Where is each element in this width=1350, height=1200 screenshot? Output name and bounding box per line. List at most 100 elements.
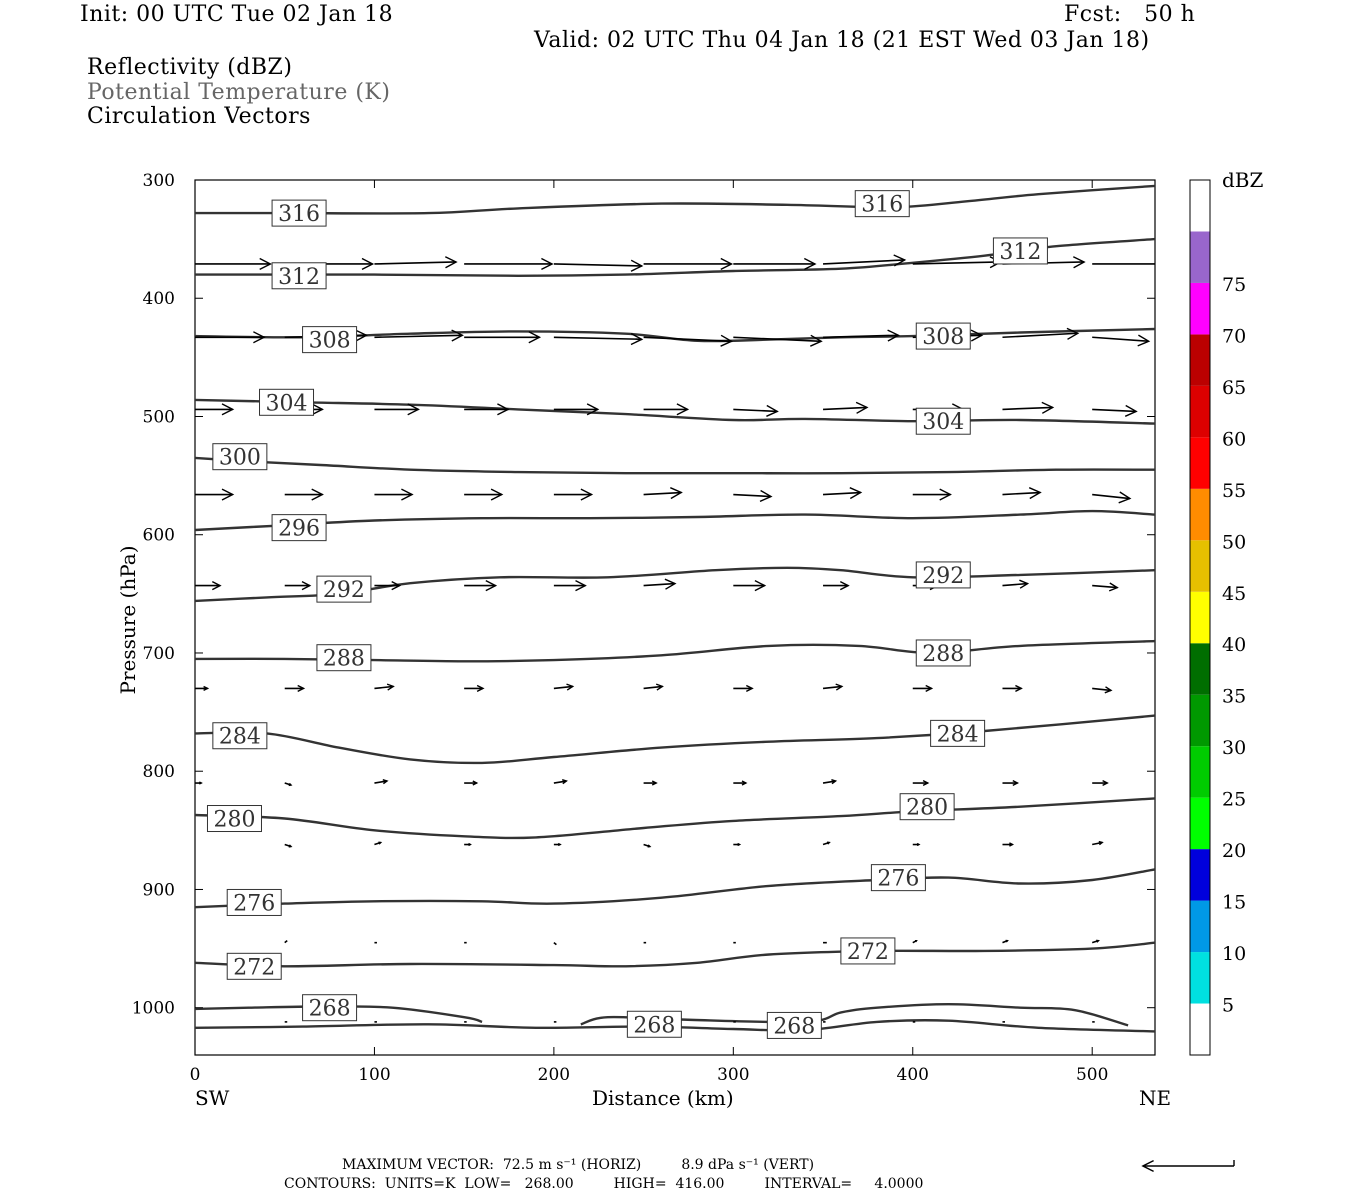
vector-head (198, 781, 203, 785)
vector-head (401, 488, 414, 501)
vector-head (1108, 582, 1119, 592)
vector-433-500 (1092, 334, 1151, 347)
vector-head (1141, 1159, 1154, 1173)
vector-shaft (1002, 406, 1053, 411)
contour-label-312: 312 (278, 265, 320, 290)
vector-566-350 (822, 487, 863, 500)
x-tick-label: 500 (1076, 1065, 1108, 1085)
theta-contour-280 (195, 797, 1155, 840)
field-potential-temperature: Potential Temperature (K) (87, 80, 391, 105)
vector-566-400 (912, 488, 952, 501)
vector-371-250 (643, 257, 734, 271)
vector-shaft (643, 491, 682, 496)
vector-shaft (733, 408, 778, 413)
colorbar-label-20: 20 (1222, 840, 1246, 862)
vector-head (203, 685, 210, 692)
vector-head (211, 580, 222, 591)
contour-label-box (271, 199, 327, 227)
vector-head (288, 782, 293, 787)
vector-566-200 (553, 488, 594, 501)
colorbar-segment (1190, 900, 1210, 953)
y-tick-label: 600 (143, 526, 175, 546)
x-left-label: SW (195, 1086, 230, 1110)
contour-label-box (206, 805, 262, 833)
vector-810-500 (1092, 779, 1109, 787)
vector-433-200 (553, 332, 644, 346)
colorbar-label-60: 60 (1222, 428, 1246, 450)
vector-head (468, 842, 472, 847)
vector-730-300 (733, 684, 754, 693)
init-time: Init: 00 UTC Tue 02 Jan 18 (80, 2, 394, 27)
vector-head (472, 780, 479, 786)
vector-494-200 (553, 403, 600, 416)
theta-contour-268 (195, 1019, 1155, 1033)
vector-862-300 (733, 842, 742, 847)
vector-shaft (822, 491, 861, 496)
x-right-label: NE (1139, 1086, 1172, 1110)
vector-945-50 (284, 940, 288, 944)
colorbar-units: dBZ (1222, 168, 1264, 192)
vector-433-450 (1002, 327, 1080, 340)
vector-810-350 (822, 779, 838, 785)
vector-head (754, 579, 767, 592)
vector-shaft (1002, 332, 1078, 339)
vector-head (839, 580, 850, 591)
vector-shaft (1092, 336, 1149, 343)
contour-label-268: 268 (773, 1014, 815, 1039)
vector-head (664, 578, 677, 590)
vector-head (925, 684, 934, 693)
vector-810-150 (464, 780, 479, 786)
vector-730-0 (195, 685, 210, 692)
vector-head (855, 401, 869, 414)
vector-head (1118, 491, 1132, 504)
contour-label-box (915, 561, 971, 589)
contour-label-292: 292 (323, 578, 365, 603)
vector-810-50 (284, 782, 293, 787)
vector-head (1124, 404, 1138, 417)
vector-566-450 (1002, 487, 1042, 500)
vector-shaft (822, 780, 836, 784)
contour-label-268: 268 (633, 1013, 675, 1038)
vector-head (1009, 842, 1015, 847)
vector-head (939, 488, 952, 501)
contour-label-box (259, 388, 315, 416)
vector-945-500 (1091, 939, 1100, 944)
vector-730-50 (284, 684, 306, 693)
vector-head (1098, 840, 1104, 846)
axes: 0 100 200 300 400 500 300 400 500 600 700 800 900 100… (132, 171, 1155, 1085)
vector-643-50 (284, 580, 312, 591)
contour-label-box (316, 644, 372, 672)
vector-566-500 (1092, 491, 1132, 504)
vector-371-100 (374, 256, 458, 269)
vector-head (386, 683, 395, 691)
vector-head (311, 488, 324, 501)
vector-head (1041, 401, 1055, 414)
vector-shaft (553, 942, 557, 946)
contour-label-box (899, 793, 955, 821)
y-tick-label: 700 (143, 644, 175, 664)
colorbar-segment (1190, 437, 1210, 489)
vector-head (1096, 939, 1100, 943)
contour-label-272: 272 (847, 940, 889, 965)
valid-time: Valid: 02 UTC Thu 04 Jan 18 (21 EST Wed … (534, 28, 1150, 53)
vector-371-300 (733, 257, 817, 271)
vector-head (1028, 487, 1042, 500)
vector-shaft (643, 582, 676, 587)
vector-head (476, 684, 485, 693)
contour-label-276: 276 (233, 891, 275, 916)
contour-label-304: 304 (266, 391, 308, 416)
vector-head (651, 780, 658, 786)
vector-643-200 (553, 579, 587, 592)
colorbar-segment (1190, 488, 1210, 541)
vector-862-50 (284, 843, 293, 848)
vector-945-450 (1002, 939, 1009, 944)
contour-label-272: 272 (233, 955, 275, 980)
vector-head (485, 579, 498, 592)
forecast-hour: Fcst: 50 h (1064, 2, 1196, 27)
contour-label-box (930, 719, 986, 747)
vector-shaft (553, 263, 642, 267)
vector-head (1102, 779, 1109, 787)
colorbar: 5 10 15 20 25 30 35 40 45 50 55 60 65 70 75 (1189, 179, 1246, 1056)
vector-head (741, 780, 748, 786)
contour-label-276: 276 (877, 867, 919, 892)
